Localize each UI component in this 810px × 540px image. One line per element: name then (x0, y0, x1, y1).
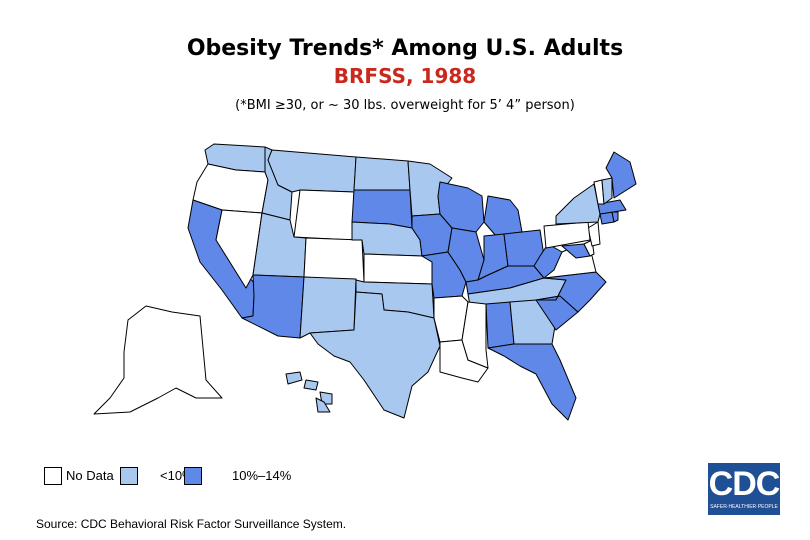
state-nd (353, 156, 411, 191)
bmi-note: (*BMI ≥30, or ~ 30 lbs. overweight for 5… (235, 98, 575, 113)
state-nj (587, 221, 601, 247)
cdc-logo-text: CDC (708, 465, 781, 503)
source-note: Source: CDC Behavioral Risk Factor Surve… (36, 517, 347, 531)
state-nh (601, 177, 613, 205)
legend-swatch-no-data (44, 467, 62, 485)
state-ks (363, 253, 433, 285)
state-ny (555, 183, 601, 225)
legend-swatch-low (120, 467, 138, 485)
state-nc (535, 271, 607, 313)
legend-label-no-data: No Data (66, 468, 114, 483)
map-title: Obesity Trends* Among U.S. Adults (186, 36, 624, 61)
state-nv (215, 209, 263, 289)
legend-swatch-mid (184, 467, 202, 485)
cdc-logo-tagline: SAFER·HEALTHIER·PEOPLE (710, 504, 778, 510)
state-ak (93, 305, 223, 415)
state-hi-part-2 (303, 379, 319, 391)
state-wy (293, 189, 355, 241)
state-mi (483, 195, 523, 237)
state-tx (309, 291, 441, 419)
state-al (485, 301, 515, 349)
state-nm (299, 276, 357, 339)
state-fl (487, 343, 577, 421)
state-co (303, 237, 365, 283)
state-wv (533, 243, 563, 279)
state-ms (461, 301, 489, 369)
state-hi-part-1 (285, 371, 303, 385)
legend-label-mid: 10%–14% (232, 468, 292, 483)
state-mt (267, 149, 357, 193)
state-hi-part-4 (315, 397, 331, 413)
state-me (605, 151, 637, 199)
map-subtitle: BRFSS, 1988 (333, 64, 477, 88)
cdc-logo: CDC SAFER·HEALTHIER·PEOPLE (708, 463, 780, 515)
